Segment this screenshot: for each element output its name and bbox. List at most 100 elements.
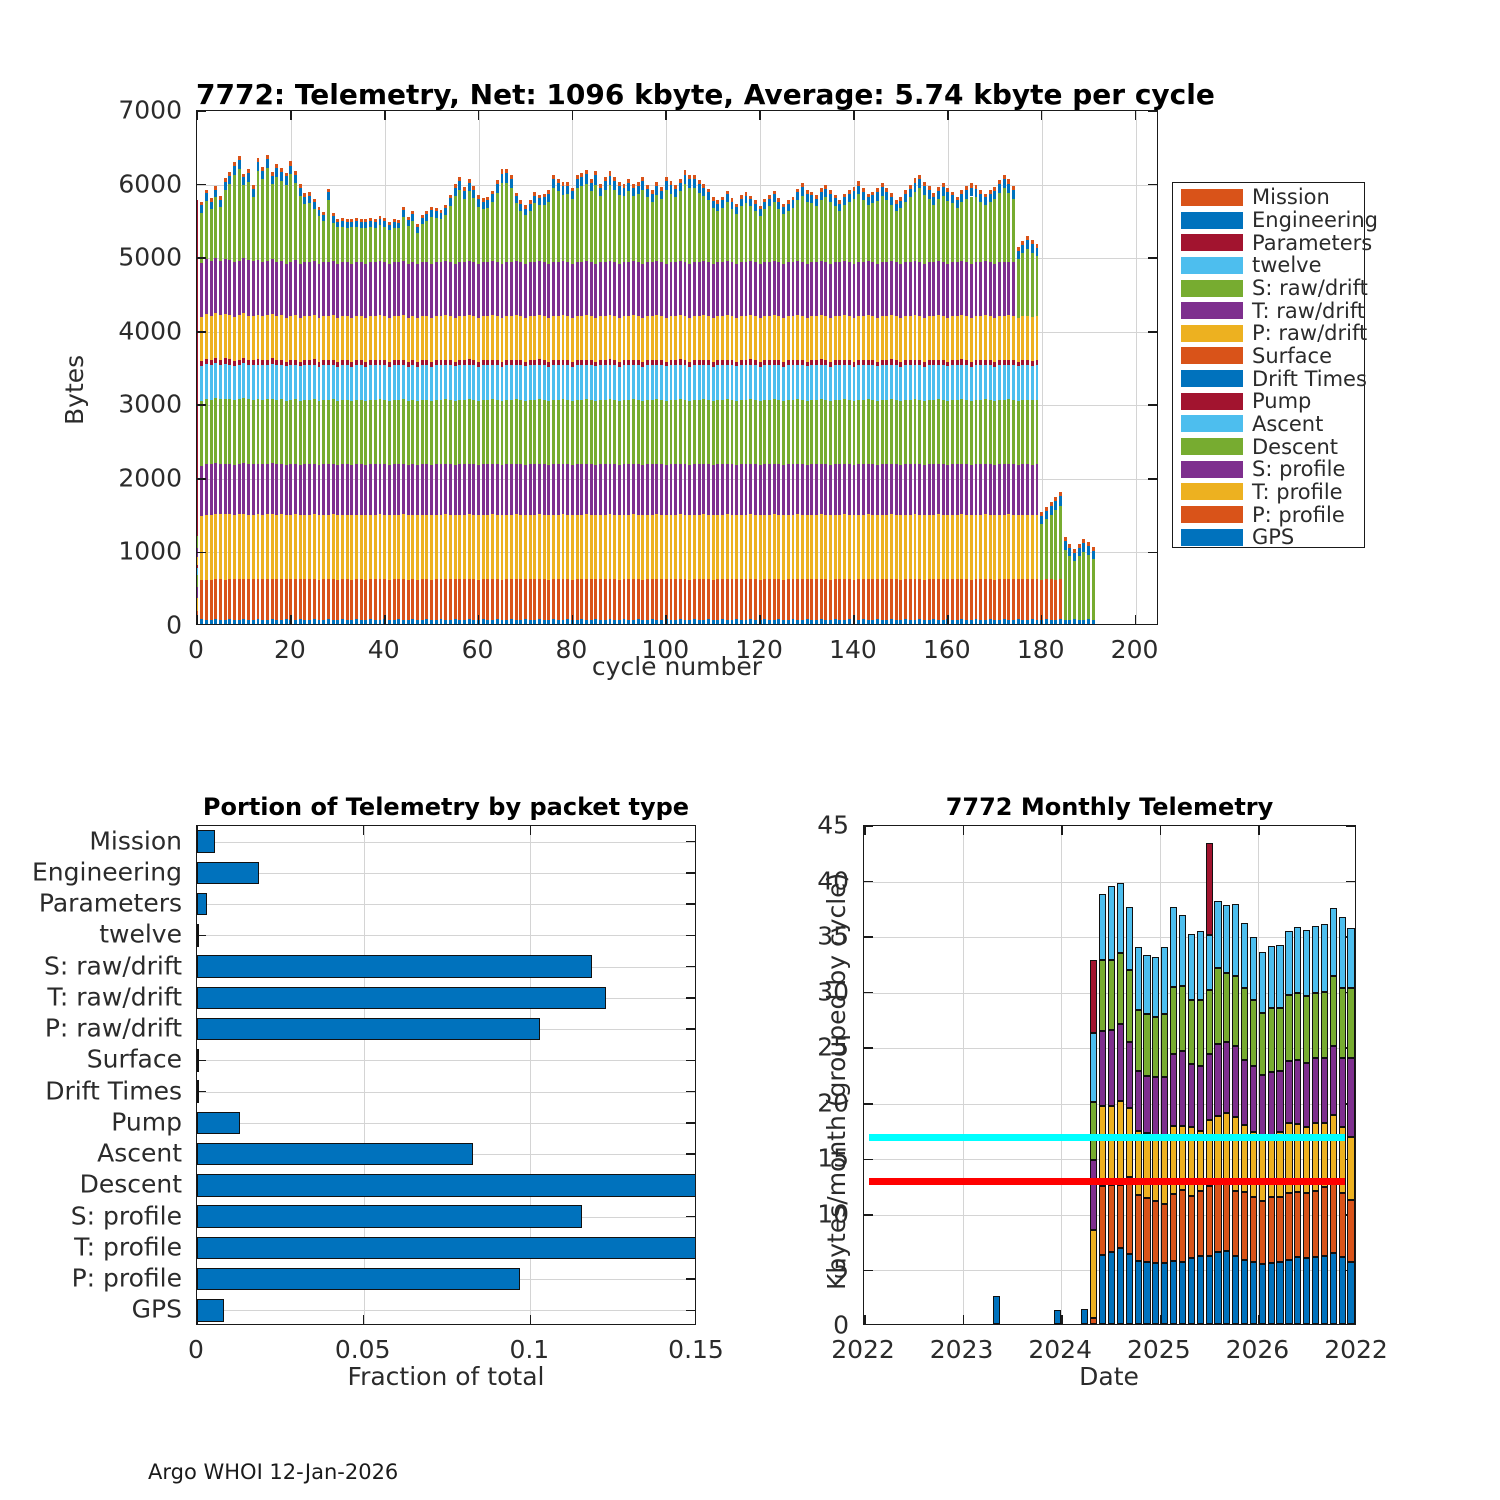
bar-segment xyxy=(636,185,640,195)
bar-segment xyxy=(617,515,621,580)
bar-segment xyxy=(533,360,537,366)
bar-segment xyxy=(796,359,800,365)
bar-segment xyxy=(946,188,950,193)
bar-segment xyxy=(941,195,945,263)
bar-segment xyxy=(1002,261,1006,317)
bar-segment xyxy=(223,182,227,190)
bar-segment xyxy=(796,260,800,316)
bar-segment xyxy=(707,514,710,580)
bar-segment xyxy=(692,175,696,180)
bar-segment xyxy=(875,464,879,515)
bar-segment xyxy=(974,197,978,262)
bar-segment xyxy=(1303,1192,1311,1259)
bar-segment xyxy=(800,579,804,620)
stacked-bar xyxy=(247,111,251,624)
legend-swatch xyxy=(1181,483,1243,501)
bar-segment xyxy=(308,579,312,620)
bar-segment xyxy=(814,464,818,515)
bar-segment xyxy=(500,169,504,174)
bar-segment xyxy=(725,359,729,365)
bar-segment xyxy=(894,464,898,515)
bar-segment xyxy=(814,198,818,207)
bar-segment xyxy=(197,557,199,566)
bar-segment xyxy=(852,190,856,200)
bar-segment xyxy=(782,204,786,208)
bar-segment xyxy=(495,579,499,620)
bar-segment xyxy=(378,579,382,620)
top-chart-yaxis-title: Bytes xyxy=(60,354,89,425)
bar-segment xyxy=(936,260,940,316)
x-tick-top xyxy=(290,111,292,120)
bar-segment xyxy=(768,464,771,515)
bar-segment xyxy=(270,578,274,620)
bar-segment xyxy=(411,360,415,366)
bar-segment xyxy=(829,465,832,516)
bar-segment xyxy=(214,513,218,579)
bar-segment xyxy=(753,262,757,317)
stacked-bar xyxy=(566,111,570,624)
bar-segment xyxy=(894,262,898,317)
bar-segment xyxy=(627,316,631,361)
bar-segment xyxy=(875,361,879,367)
bar-segment xyxy=(373,399,377,465)
bar-segment xyxy=(768,365,771,400)
bar-segment xyxy=(810,514,814,580)
bar-segment xyxy=(486,262,490,317)
stacked-bar xyxy=(960,111,964,624)
legend-item-1: Engineering xyxy=(1181,208,1378,232)
bar-segment xyxy=(594,361,598,367)
bar-segment xyxy=(603,399,607,465)
x-tick-label: 0 xyxy=(188,635,204,664)
bar-segment xyxy=(242,619,246,624)
bar-segment xyxy=(397,219,401,223)
bar-segment xyxy=(552,399,556,465)
bar-segment xyxy=(805,400,809,465)
bar-segment xyxy=(467,260,471,316)
bar-segment xyxy=(378,464,382,515)
bar-segment xyxy=(627,262,631,317)
bar-segment xyxy=(575,514,579,580)
bar-segment xyxy=(326,619,330,624)
bar-segment xyxy=(397,228,401,262)
stacked-bar xyxy=(599,111,603,624)
bar-segment xyxy=(1035,619,1039,624)
bar-segment xyxy=(664,579,668,620)
bar-segment xyxy=(613,177,617,182)
bar-segment xyxy=(1007,261,1011,316)
bar-segment xyxy=(589,399,593,465)
bar-segment xyxy=(289,464,293,515)
bar-segment xyxy=(261,365,265,400)
bar-segment xyxy=(894,365,898,400)
bar-segment xyxy=(955,365,959,400)
bar-segment xyxy=(491,194,495,202)
bar-segment xyxy=(1116,1024,1124,1101)
bar-segment xyxy=(589,619,593,624)
bar-segment xyxy=(805,514,809,580)
bar-segment xyxy=(1090,1101,1098,1160)
bar-segment xyxy=(439,360,443,366)
bar-segment xyxy=(1347,1058,1355,1138)
bar-segment xyxy=(294,579,297,620)
bar-segment xyxy=(829,264,832,318)
bar-segment xyxy=(458,579,462,620)
stacked-bar xyxy=(237,111,241,624)
horizontal-bar xyxy=(197,924,199,947)
bar-segment xyxy=(1170,987,1178,1054)
bar-segment xyxy=(932,360,936,366)
bar-segment xyxy=(1205,1054,1213,1120)
bar-segment xyxy=(885,514,889,580)
bar-segment xyxy=(303,316,307,361)
bar-segment xyxy=(782,214,786,265)
bar-segment xyxy=(538,359,542,365)
bar-segment xyxy=(711,361,715,367)
bar-segment xyxy=(824,464,828,515)
stacked-bar xyxy=(336,111,340,624)
monthly-stacked-bar xyxy=(1232,826,1240,1324)
y-tick xyxy=(864,1047,873,1050)
bar-segment xyxy=(707,365,710,400)
stacked-bar xyxy=(251,111,255,624)
bar-segment xyxy=(674,185,678,190)
legend: Mission Engineering Parameters twelve S: raw… xyxy=(1172,182,1378,549)
bar-segment xyxy=(538,260,542,316)
bar-segment xyxy=(936,198,940,261)
